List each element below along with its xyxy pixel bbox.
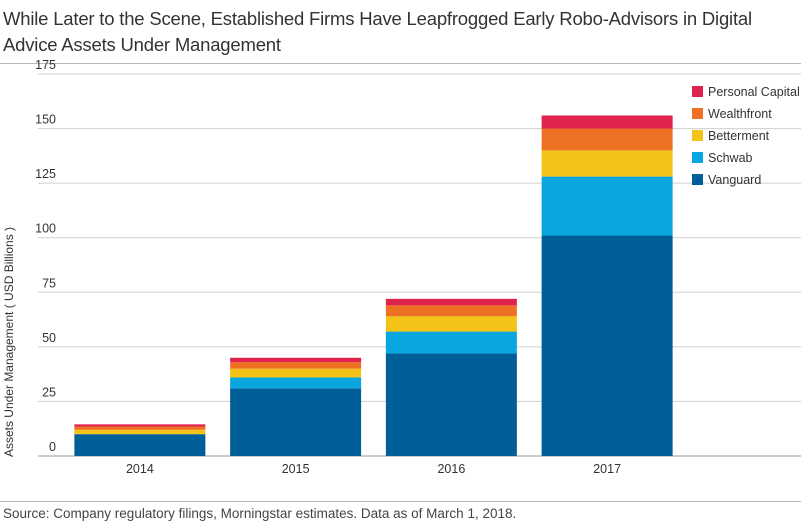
bar-segment-vanguard-2017 bbox=[541, 235, 673, 456]
bar-segment-betterment-2015 bbox=[230, 368, 362, 378]
bars bbox=[74, 115, 673, 456]
y-tick-label: 0 bbox=[49, 440, 56, 454]
legend-swatch bbox=[692, 130, 703, 141]
y-tick-label: 50 bbox=[42, 331, 56, 345]
legend-label: Schwab bbox=[708, 151, 753, 165]
bar-segment-schwab-2017 bbox=[541, 176, 673, 236]
source-divider bbox=[0, 501, 801, 502]
bar-segment-wealthfront-2014 bbox=[74, 426, 206, 430]
bar-segment-vanguard-2014 bbox=[74, 434, 206, 456]
y-tick-label: 150 bbox=[35, 113, 56, 127]
x-tick-label: 2015 bbox=[282, 462, 310, 476]
y-tick-label: 175 bbox=[35, 58, 56, 72]
y-axis-ticks: 0 25 50 75 100 125 150 175 bbox=[35, 58, 56, 454]
legend-swatch bbox=[692, 108, 703, 119]
legend-label: Vanguard bbox=[708, 173, 761, 187]
y-tick-label: 100 bbox=[35, 222, 56, 236]
bar-segment-personal-capital-2015 bbox=[230, 357, 362, 363]
bar-segment-schwab-2016 bbox=[385, 331, 517, 354]
source-note: Source: Company regulatory filings, Morn… bbox=[3, 506, 517, 521]
legend: Personal Capital Wealthfront Betterment Sch… bbox=[692, 85, 800, 187]
bar-segment-personal-capital-2014 bbox=[74, 424, 206, 427]
bar-segment-vanguard-2015 bbox=[230, 388, 362, 456]
legend-swatch bbox=[692, 152, 703, 163]
bar-segment-wealthfront-2017 bbox=[541, 128, 673, 151]
legend-label: Betterment bbox=[708, 129, 770, 143]
bar-segment-personal-capital-2016 bbox=[385, 298, 517, 306]
bar-segment-schwab-2015 bbox=[230, 377, 362, 389]
y-tick-label: 75 bbox=[42, 276, 56, 290]
bar-segment-wealthfront-2015 bbox=[230, 362, 362, 369]
x-tick-label: 2017 bbox=[593, 462, 621, 476]
x-axis-categories: 2014 2015 2016 2017 bbox=[126, 462, 621, 476]
bar-segment-betterment-2014 bbox=[74, 429, 206, 435]
title-divider bbox=[0, 63, 801, 64]
legend-label: Wealthfront bbox=[708, 107, 772, 121]
legend-label: Personal Capital bbox=[708, 85, 800, 99]
bar-segment-wealthfront-2016 bbox=[385, 305, 517, 317]
y-tick-label: 125 bbox=[35, 167, 56, 181]
chart-title: While Later to the Scene, Established Fi… bbox=[3, 8, 752, 55]
legend-swatch bbox=[692, 86, 703, 97]
y-axis-label: Assets Under Management ( USD Billions ) bbox=[2, 227, 16, 457]
bar-segment-vanguard-2016 bbox=[385, 353, 517, 456]
stacked-bar-chart: 0 25 50 75 100 125 150 175 Assets Under Managem… bbox=[2, 58, 801, 476]
bar-segment-personal-capital-2017 bbox=[541, 115, 673, 129]
y-tick-label: 25 bbox=[42, 385, 56, 399]
x-tick-label: 2016 bbox=[437, 462, 465, 476]
x-tick-label: 2014 bbox=[126, 462, 154, 476]
bar-segment-betterment-2017 bbox=[541, 150, 673, 177]
bar-segment-betterment-2016 bbox=[385, 316, 517, 332]
legend-swatch bbox=[692, 174, 703, 185]
